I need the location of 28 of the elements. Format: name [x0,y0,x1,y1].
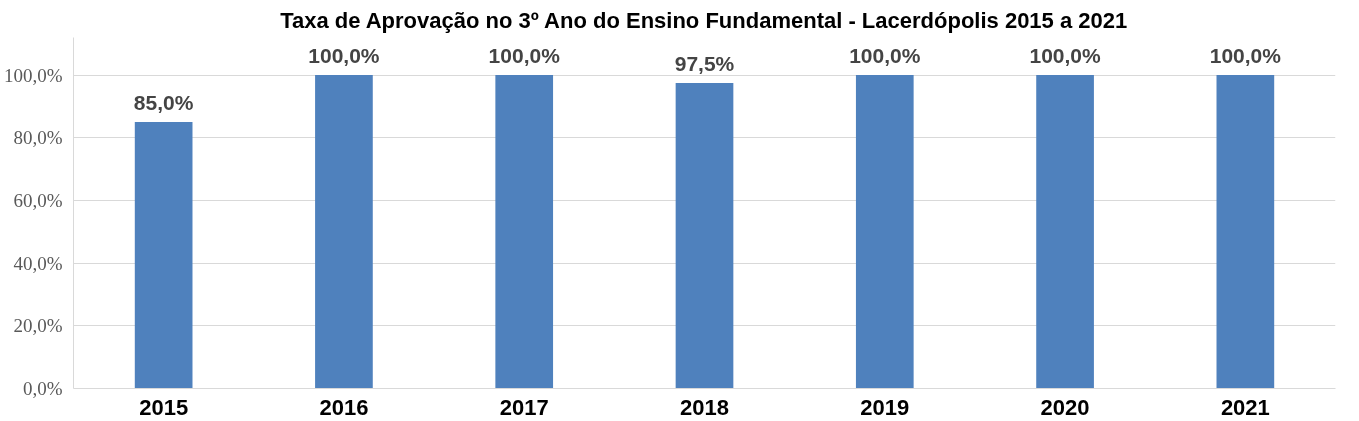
bar [855,75,914,389]
x-tick-label: 2020 [1040,394,1090,420]
bar [675,82,734,389]
y-tick-label: 100,0% [3,64,63,86]
data-label: 100,0% [488,44,561,68]
data-label: 97,5% [674,51,735,75]
x-tick-label: 2016 [319,394,369,420]
x-tick-label: 2017 [499,394,549,420]
bar [495,75,554,389]
y-tick-label: 40,0% [13,252,63,274]
chart-title: Taxa de Aprovação no 3º Ano do Ensino Fundamental - Lacerdópolis 2015 a 2021 [280,7,1128,33]
data-label: 100,0% [308,44,380,68]
data-label: 100,0% [1209,44,1282,68]
x-tick-label: 2018 [680,394,729,420]
bar [315,75,373,389]
x-tick-label: 2019 [860,394,910,420]
bar [134,122,193,389]
y-tick-label: 0,0% [22,378,63,399]
x-tick-label: 2021 [1220,394,1270,420]
bar [1036,75,1094,389]
bar [1216,75,1275,389]
x-tick-label: 2015 [139,394,189,420]
data-label: 100,0% [1029,44,1102,68]
y-tick-label: 80,0% [13,127,63,149]
y-tick-label: 20,0% [13,315,63,337]
data-label: 85,0% [133,91,194,115]
y-tick-label: 60,0% [13,189,63,211]
data-label: 100,0% [849,44,921,68]
